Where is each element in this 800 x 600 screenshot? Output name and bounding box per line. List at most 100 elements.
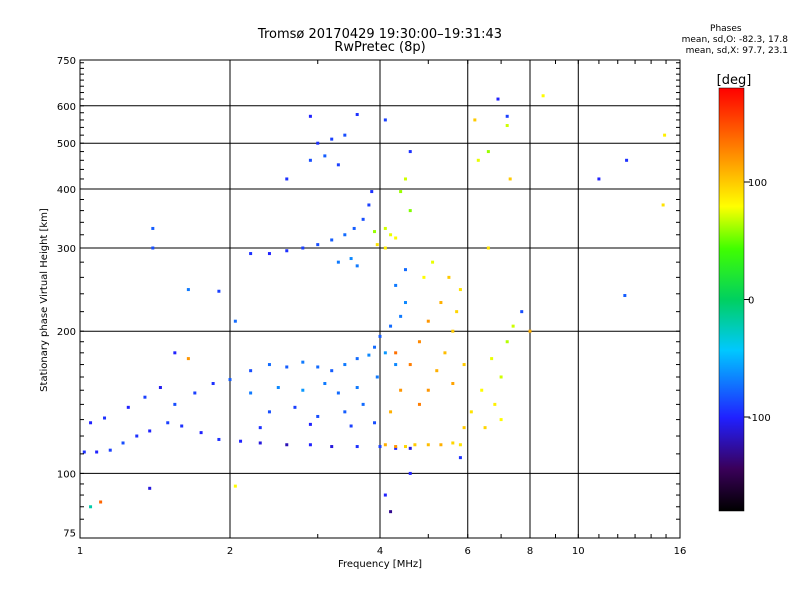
data-point <box>249 252 253 256</box>
phases-info: Phases mean, sd,O: -82.3, 17.8 mean, sd,… <box>682 24 788 57</box>
data-point <box>301 360 305 364</box>
data-point <box>378 445 382 449</box>
data-point <box>323 382 327 386</box>
x-tick-label: 6 <box>465 546 471 557</box>
data-point <box>455 310 459 314</box>
colorbar-tick-label: 100 <box>748 178 767 189</box>
x-tick-label: 8 <box>527 546 533 557</box>
data-point <box>413 443 417 447</box>
data-point <box>143 395 147 399</box>
data-point <box>180 424 184 428</box>
data-point <box>378 334 382 338</box>
data-point <box>308 114 312 118</box>
data-points <box>82 94 667 514</box>
data-point <box>355 386 359 390</box>
x-tick-label: 2 <box>227 546 233 557</box>
data-point <box>528 329 532 333</box>
data-point <box>408 209 412 213</box>
data-point <box>285 249 289 253</box>
data-point <box>473 118 477 122</box>
data-point <box>439 301 443 305</box>
data-point <box>383 226 387 230</box>
data-point <box>330 445 334 449</box>
data-point <box>417 402 421 406</box>
colorbar-tick-label: -100 <box>748 413 771 424</box>
data-point <box>389 324 393 328</box>
data-point <box>228 378 232 382</box>
data-point <box>394 236 398 240</box>
data-point <box>520 310 524 314</box>
data-point <box>403 301 407 305</box>
phases-title: Phases <box>710 24 742 34</box>
y-tick-label: 300 <box>57 244 76 255</box>
data-point <box>308 443 312 447</box>
data-point <box>399 190 403 194</box>
data-point <box>426 319 430 323</box>
data-point <box>166 421 170 425</box>
axis-ticks: 1 2 4 6 8 10 16 75 100 200 300 400 500 600 750 <box>57 56 686 557</box>
data-point <box>431 260 435 264</box>
data-point <box>451 382 455 386</box>
data-point <box>355 113 359 117</box>
data-point <box>375 375 379 379</box>
data-point <box>408 363 412 367</box>
data-point <box>389 233 393 237</box>
data-point <box>349 424 353 428</box>
data-point <box>173 402 177 406</box>
data-point <box>403 445 407 449</box>
data-point <box>383 118 387 122</box>
data-point <box>389 510 393 514</box>
data-point <box>249 391 253 395</box>
colorbar-tick-label: 0 <box>748 296 754 307</box>
x-tick-label: 16 <box>674 546 687 557</box>
data-point <box>217 289 221 293</box>
data-point <box>373 421 377 425</box>
data-point <box>343 410 347 414</box>
data-point <box>308 422 312 426</box>
data-point <box>661 203 665 207</box>
data-point <box>336 163 340 167</box>
data-point <box>458 288 462 292</box>
data-point <box>623 294 627 298</box>
data-point <box>173 351 177 355</box>
data-point <box>308 158 312 162</box>
data-point <box>316 243 320 247</box>
grid <box>80 60 680 538</box>
data-point <box>394 363 398 367</box>
data-point <box>285 365 289 369</box>
data-point <box>276 386 280 390</box>
data-point <box>343 233 347 237</box>
data-point <box>367 353 371 357</box>
y-tick-label: 750 <box>57 56 76 67</box>
data-point <box>355 264 359 268</box>
y-tick-label: 600 <box>57 102 76 113</box>
data-point <box>399 314 403 318</box>
data-point <box>480 388 484 392</box>
data-point <box>597 177 601 181</box>
data-point <box>370 190 374 194</box>
data-point <box>469 410 473 414</box>
colorbar-label: [deg] <box>717 73 752 88</box>
data-point <box>508 177 512 181</box>
data-point <box>486 150 490 154</box>
data-point <box>505 124 509 128</box>
chart-subtitle: RwPretec (8p) <box>334 40 426 55</box>
data-point <box>483 426 487 430</box>
data-point <box>496 97 500 101</box>
data-point <box>403 177 407 181</box>
data-point <box>451 441 455 445</box>
data-point <box>285 443 289 447</box>
y-tick-label: 200 <box>57 327 76 338</box>
data-point <box>343 133 347 137</box>
data-point <box>89 421 93 425</box>
data-point <box>186 357 190 361</box>
data-point <box>336 260 340 264</box>
data-point <box>126 405 130 409</box>
x-tick-label: 4 <box>377 546 383 557</box>
data-point <box>394 445 398 449</box>
data-point <box>439 443 443 447</box>
data-point <box>193 391 197 395</box>
data-point <box>422 275 426 279</box>
data-point <box>330 369 334 373</box>
